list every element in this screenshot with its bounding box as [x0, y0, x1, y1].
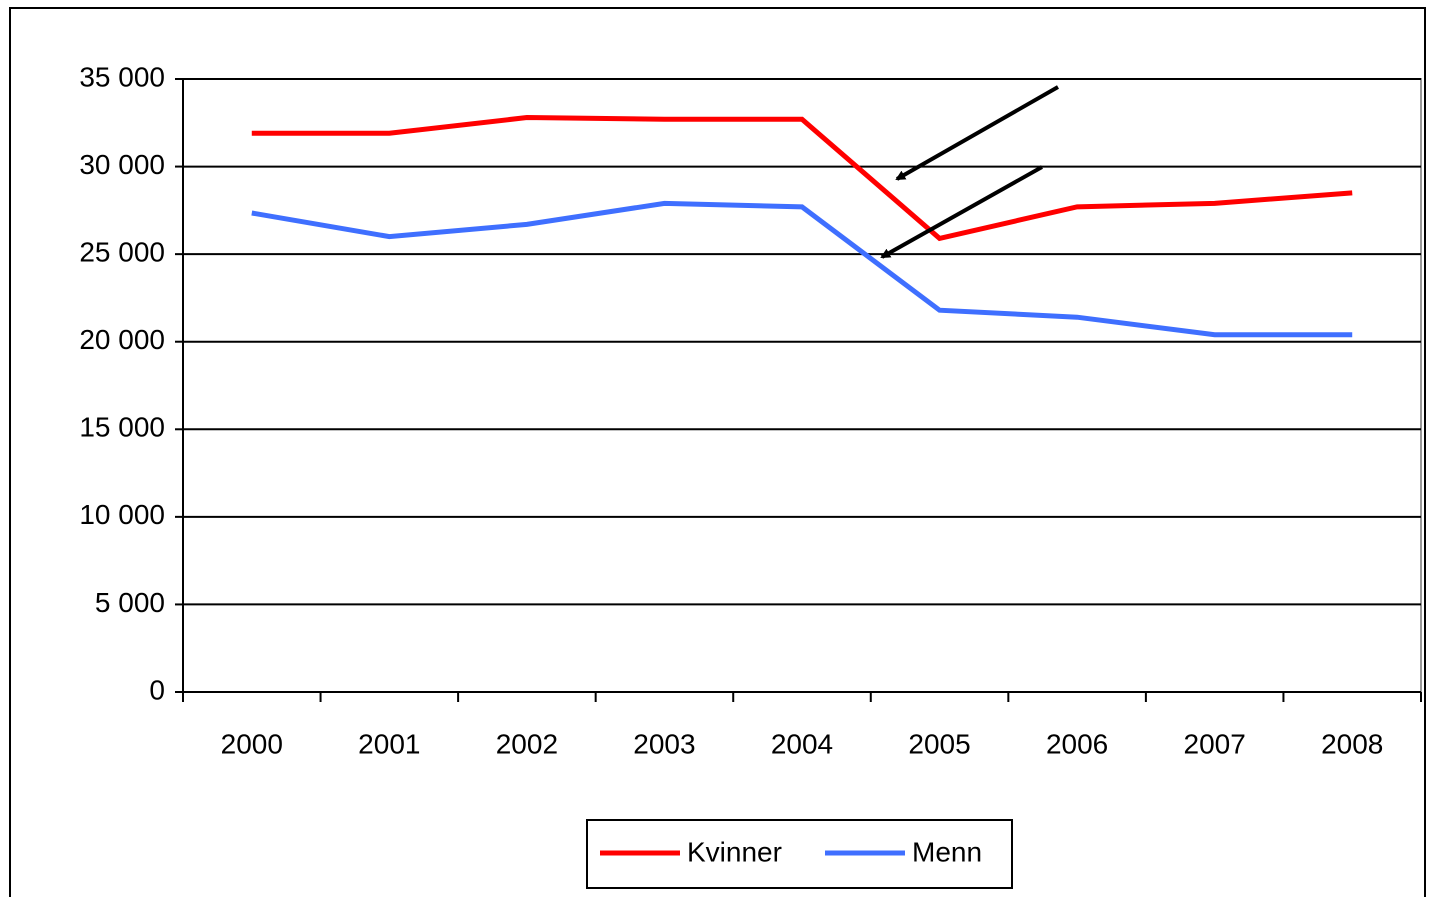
- x-tick-label: 2005: [908, 728, 970, 759]
- y-tick-label: 5 000: [95, 587, 165, 618]
- y-tick-label: 35 000: [79, 61, 165, 92]
- y-tick-label: 10 000: [79, 499, 165, 530]
- x-tick-label: 2004: [771, 728, 833, 759]
- x-tick-label: 2006: [1046, 728, 1108, 759]
- x-tick-label: 2007: [1184, 728, 1246, 759]
- legend-label: Menn: [912, 836, 982, 867]
- x-tick-label: 2001: [358, 728, 420, 759]
- legend-label: Kvinner: [687, 836, 782, 867]
- legend-items: Kvinner Menn: [600, 836, 982, 867]
- x-tick-label: 2002: [496, 728, 558, 759]
- y-tick-label: 20 000: [79, 324, 165, 355]
- lines: [251, 115, 1353, 338]
- series-line: [251, 115, 1353, 242]
- arrow: [895, 85, 1059, 181]
- y-tick-label: 0: [149, 674, 165, 705]
- grid: 0 5 000 10 000 15 000 20 000 25 000 30 000 35 0…: [79, 61, 1422, 759]
- arrow: [880, 165, 1043, 259]
- series-line: [251, 200, 1353, 338]
- chart-frame: [9, 7, 1426, 897]
- y-tick-label: 15 000: [79, 412, 165, 443]
- x-tick-label: 2003: [633, 728, 695, 759]
- y-tick-label: 25 000: [79, 237, 165, 268]
- x-tick-label: 2008: [1321, 728, 1383, 759]
- x-tick-label: 2000: [221, 728, 283, 759]
- y-tick-label: 30 000: [79, 149, 165, 180]
